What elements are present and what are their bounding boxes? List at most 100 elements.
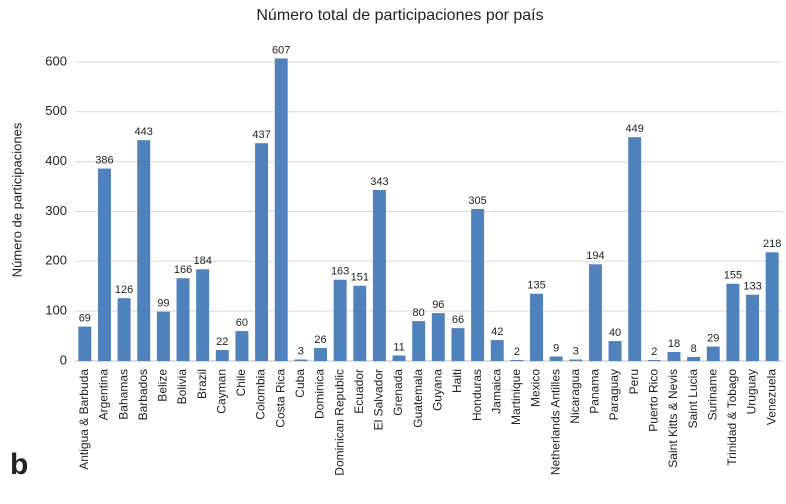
x-tick-label: Chile (234, 369, 248, 397)
value-label: 40 (609, 327, 621, 339)
bar (746, 294, 760, 361)
x-tick-label: Mexico (529, 369, 543, 407)
x-tick-label: Jamaica (489, 369, 503, 414)
x-tick-label: Colombia (254, 369, 268, 420)
bar (608, 341, 622, 361)
bar (196, 269, 210, 361)
y-tick-label: 200 (45, 253, 67, 268)
chart-title: Número total de participaciones por país (256, 7, 543, 24)
x-tick-label: Haiti (450, 369, 464, 393)
bar (471, 208, 485, 361)
value-label: 26 (314, 334, 326, 346)
value-label: 135 (527, 280, 545, 292)
x-tick-label: Grenada (391, 369, 405, 416)
value-label: 386 (95, 155, 113, 167)
value-label: 184 (193, 255, 211, 267)
bar (569, 359, 583, 361)
y-axis-label: Número de participaciones (9, 122, 24, 277)
bar (510, 360, 524, 361)
value-label: 69 (79, 313, 91, 325)
value-label: 11 (393, 341, 404, 353)
x-tick-label: Antigua & Barbuda (77, 369, 91, 470)
x-tick-label: Brazil (195, 369, 209, 399)
value-label: 133 (743, 281, 761, 293)
x-tick-label: Dominican Republic (332, 369, 346, 476)
value-label: 449 (626, 123, 644, 135)
bar (372, 190, 386, 361)
x-tick-label: Belize (156, 369, 170, 402)
x-tick-label: Trinidad & Tobago (725, 369, 739, 466)
value-label: 151 (351, 272, 369, 284)
x-tick-label: Cayman (214, 369, 228, 414)
x-tick-label: Uruguay (745, 369, 759, 414)
bar (451, 328, 465, 361)
bar (490, 340, 504, 361)
y-tick-label: 100 (45, 303, 67, 318)
x-tick-label: Bahamas (116, 369, 130, 420)
value-label: 8 (691, 343, 697, 355)
bar (706, 346, 720, 361)
bar (117, 298, 131, 361)
y-tick-label: 300 (45, 203, 67, 218)
bar (274, 58, 288, 362)
value-label: 437 (252, 129, 270, 141)
bar (255, 143, 269, 361)
y-tick-label: 500 (45, 103, 67, 118)
bar (765, 252, 779, 361)
value-label: 607 (272, 44, 290, 56)
value-label: 305 (468, 195, 486, 207)
bar (353, 285, 367, 361)
x-tick-label: Puerto Rico (647, 369, 661, 432)
x-tick-label: Peru (627, 369, 641, 394)
x-tick-label: Cuba (293, 369, 307, 398)
value-label: 218 (763, 238, 781, 250)
bar (647, 360, 661, 361)
x-tick-label: El Salvador (372, 369, 386, 430)
x-tick-label: Barbados (136, 369, 150, 420)
value-label: 80 (413, 307, 425, 319)
x-tick-label: Netherlands Antilles (548, 369, 562, 475)
value-label: 18 (668, 338, 680, 350)
value-label: 29 (707, 332, 719, 344)
x-tick-label: Venezuela (764, 369, 778, 425)
value-label: 66 (452, 314, 464, 326)
x-tick-label: Paraguay (607, 369, 621, 420)
x-tick-label: Suriname (705, 369, 719, 421)
y-tick-label: 600 (45, 53, 67, 68)
bar (78, 326, 92, 361)
x-tick-label: Martinique (509, 369, 523, 425)
x-tick-label: Bolivia (175, 369, 189, 405)
bar (687, 357, 701, 361)
bar (667, 352, 681, 361)
bar (588, 264, 602, 361)
value-label: 60 (236, 317, 248, 329)
bar (431, 313, 445, 361)
value-label: 3 (298, 345, 304, 357)
value-label: 163 (331, 266, 349, 278)
value-label: 443 (135, 126, 153, 138)
value-label: 343 (370, 176, 388, 188)
x-tick-label: Panama (588, 369, 602, 414)
bar (215, 350, 229, 361)
y-tick-label: 0 (60, 352, 67, 367)
x-tick-label: Costa Rica (273, 369, 287, 428)
x-tick-label: Saint Lucia (686, 369, 700, 429)
value-label: 42 (491, 326, 503, 338)
bar (97, 168, 111, 361)
y-tick-label: 400 (45, 153, 67, 168)
x-tick-label: Honduras (470, 369, 484, 421)
bar (333, 279, 347, 361)
bar (726, 283, 740, 361)
value-label: 194 (586, 250, 604, 262)
x-tick-label: Argentina (97, 369, 111, 421)
x-tick-label: Dominica (313, 369, 327, 419)
value-label: 3 (573, 345, 579, 357)
bar (549, 356, 563, 361)
value-label: 155 (724, 270, 742, 282)
bar (137, 140, 151, 361)
bar (412, 321, 426, 361)
value-label: 126 (115, 284, 133, 296)
bar (176, 278, 190, 361)
x-tick-label: Nicaragua (568, 369, 582, 424)
